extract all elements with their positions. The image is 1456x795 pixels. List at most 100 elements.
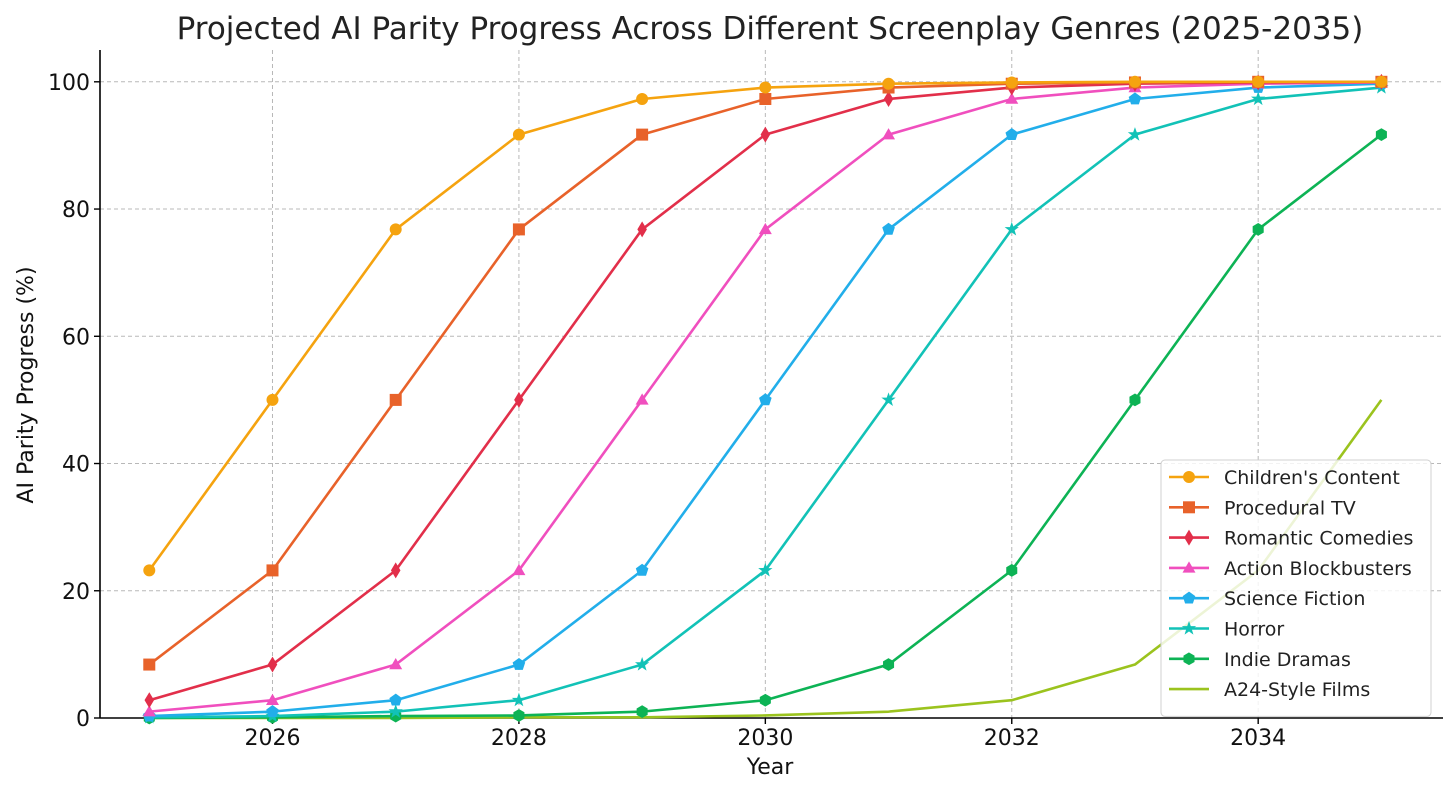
data-point [390,562,401,579]
data-point [883,658,895,671]
legend-label: Procedural TV [1224,497,1356,519]
legend-marker [1181,620,1197,635]
x-tick-label: 2034 [1230,726,1286,751]
data-point [512,223,525,236]
legend-item: Science Fiction [1169,588,1365,610]
data-point [882,222,895,235]
y-axis-label: AI Parity Progress (%) [14,266,39,503]
legend-label: Science Fiction [1224,588,1365,610]
y-tick-label: 80 [62,198,90,223]
x-tick-label: 2028 [491,726,547,751]
x-axis-label: Year [746,755,795,780]
legend-marker [1182,591,1196,604]
legend-box [1160,459,1432,717]
data-point [1127,127,1143,141]
legend-marker [1183,501,1195,514]
legend-item: Romantic Comedies [1169,528,1413,550]
data-point [758,562,773,577]
legend-item: A24-Style Films [1169,679,1370,701]
data-point [266,705,279,717]
data-point [1005,92,1019,104]
data-point [636,705,648,719]
data-point [142,705,156,717]
series-children-s-content [143,75,1388,577]
data-point [389,393,402,406]
legend-label: Action Blockbusters [1224,558,1412,580]
data-point [883,91,894,107]
legend: Children's Content Procedural TV Romantic … [1160,459,1432,717]
data-point [882,77,895,90]
data-point [758,222,772,235]
data-point [635,393,649,405]
data-point [266,693,279,705]
data-point [1005,76,1018,89]
data-point [389,223,402,236]
legend-item: Procedural TV [1169,497,1356,519]
data-point [143,564,156,577]
data-point [143,658,156,671]
data-point [389,693,402,706]
legend-label: Children's Content [1224,467,1400,489]
data-point [882,128,896,140]
data-point [1005,127,1019,140]
y-tick-label: 60 [62,325,90,350]
legend-label: A24-Style Films [1224,679,1370,701]
data-point [1004,221,1019,236]
axes: 2026 2028 2030 2032 2034 0 20 40 60 80 100 [48,50,1443,751]
legend-label: Romantic Comedies [1224,528,1413,550]
data-point [635,563,649,576]
data-point [1375,75,1388,88]
data-point [1252,223,1264,236]
data-point [1129,393,1141,407]
data-point [388,704,403,718]
legend-label: Indie Dramas [1224,649,1351,671]
data-point [512,128,525,141]
data-point [511,692,527,707]
legend-item: Action Blockbusters [1169,558,1412,580]
data-point [636,92,649,105]
x-tick-label: 2026 [244,726,300,751]
legend-marker [1183,471,1195,483]
y-tick-label: 100 [48,71,90,96]
data-point [759,81,772,94]
x-tick-label: 2030 [737,726,793,751]
y-tick-label: 40 [62,453,90,478]
data-point [389,658,403,670]
data-point [514,391,524,408]
data-point [637,221,647,238]
data-point [759,693,771,707]
y-tick-label: 20 [62,580,90,605]
data-point [881,392,896,406]
data-point [634,657,650,671]
data-point [266,564,279,577]
data-point [636,128,649,141]
data-point [760,126,771,143]
series-group [142,73,1389,725]
data-point [512,563,526,576]
legend-item: Indie Dramas [1169,649,1351,671]
data-point [266,393,279,406]
data-point [513,709,525,722]
y-tick-label: 0 [76,707,90,732]
x-tick-label: 2032 [984,726,1040,751]
legend-item: Horror [1169,619,1284,641]
data-point [759,393,772,406]
data-point [1252,75,1265,88]
data-point [1128,75,1141,88]
data-point [144,692,155,709]
legend-label: Horror [1224,619,1284,641]
legend-marker [1184,529,1194,546]
legend-item: Children's Content [1169,467,1400,489]
legend-marker [1182,561,1196,573]
series-indie-dramas [143,128,1387,725]
data-point [759,92,772,105]
data-point [1128,92,1142,105]
data-point [1375,128,1387,141]
data-point [1006,564,1018,577]
data-point [267,656,278,673]
chart-title: Projected AI Parity Progress Across Diff… [177,11,1364,47]
legend-marker [1183,652,1195,666]
data-point [1251,91,1266,106]
